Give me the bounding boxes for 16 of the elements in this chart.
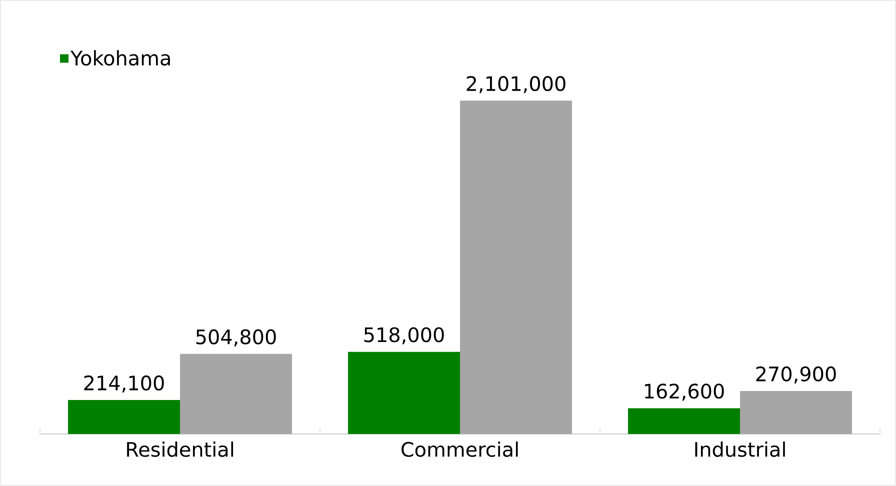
bar [628, 408, 740, 434]
x-tick-label: Industrial [695, 442, 785, 457]
data-label: 270,900 [756, 366, 836, 384]
x-tick-label: Commercial [402, 442, 518, 457]
bar [180, 354, 292, 434]
legend-label: Yokohama [70, 50, 170, 66]
data-label: 2,101,000 [466, 76, 566, 94]
data-label: 504,800 [196, 329, 276, 346]
x-tick-label: Residential [127, 442, 234, 457]
data-label: 214,100 [84, 375, 164, 393]
bar [348, 352, 460, 434]
bar [460, 100, 572, 434]
bar [740, 391, 852, 434]
data-label: 518,000 [364, 327, 444, 344]
data-label: 162,600 [644, 384, 724, 401]
bar [68, 400, 180, 434]
